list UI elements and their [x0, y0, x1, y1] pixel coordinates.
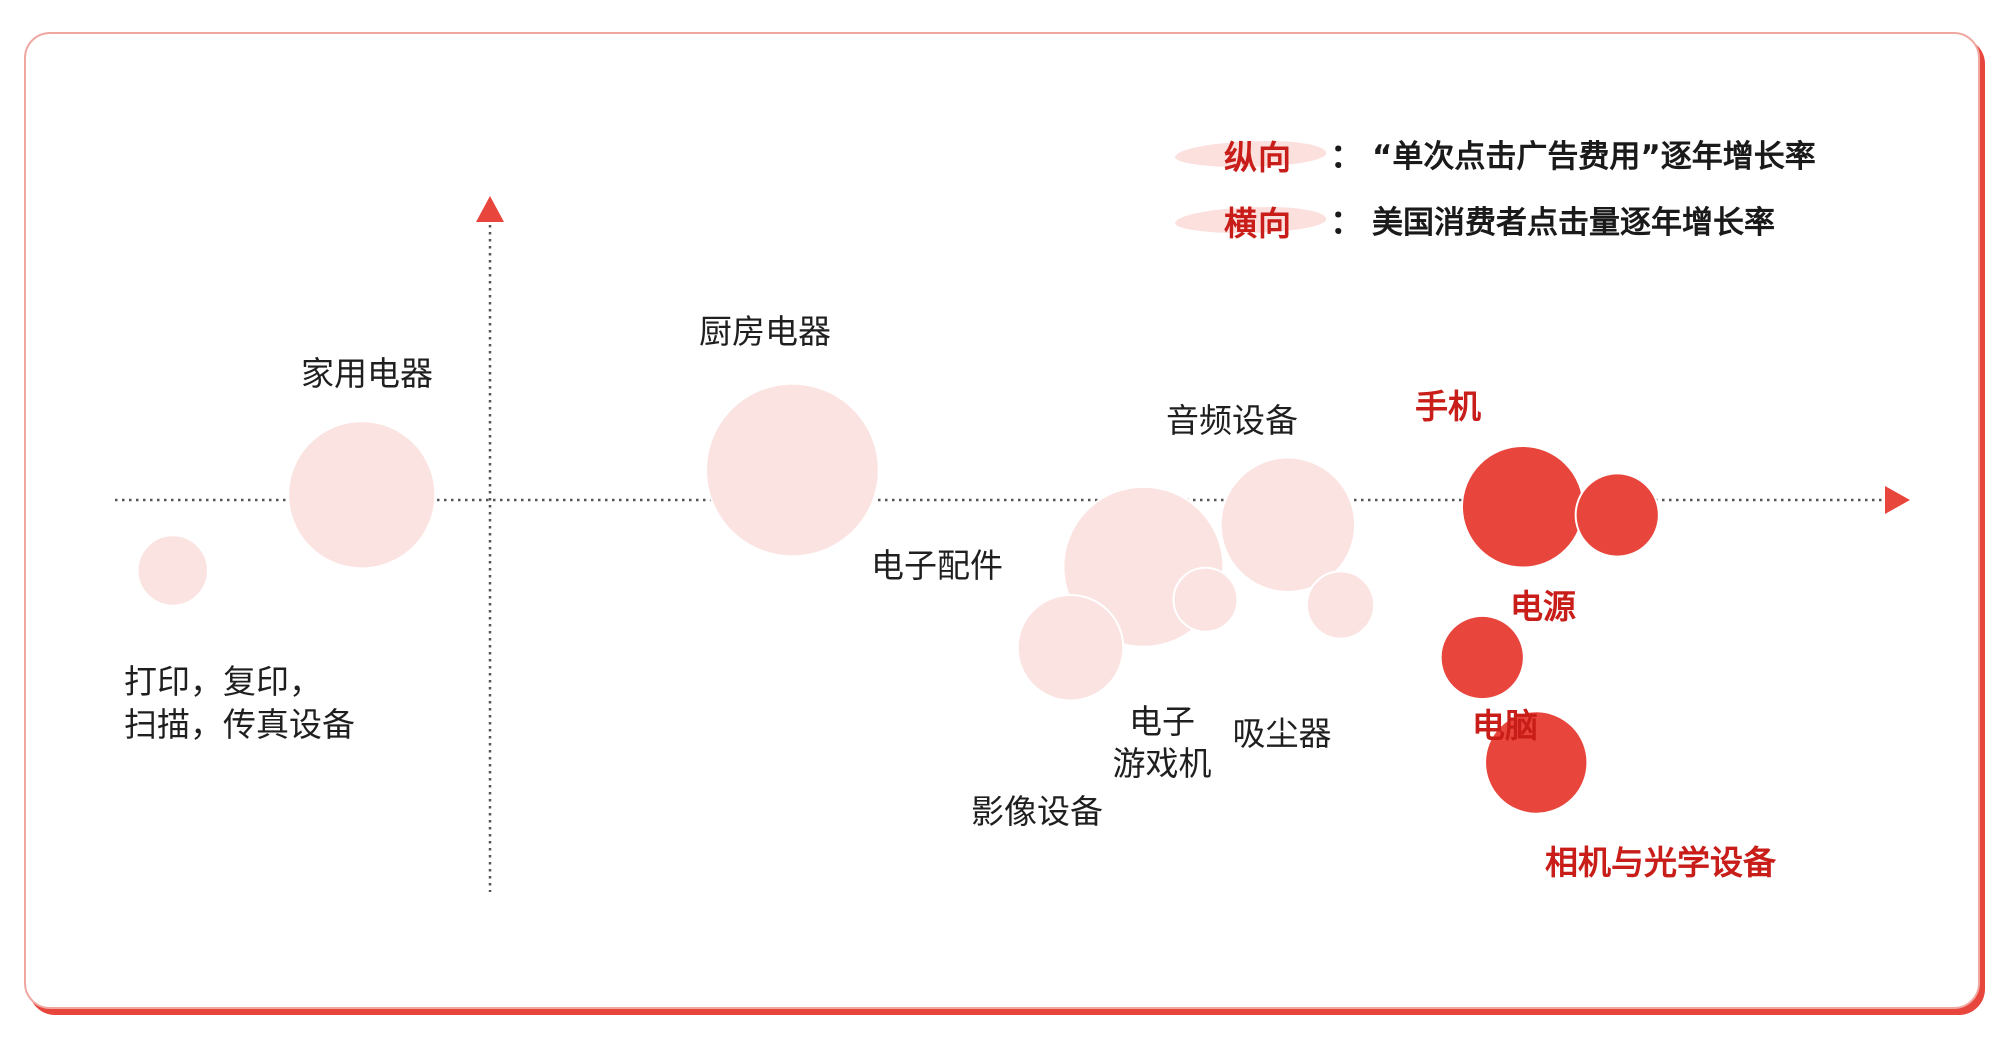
bubble-point: [136, 534, 209, 607]
bubble-label: 扫描，传真设备: [124, 705, 355, 744]
bubble-label: 手机: [1415, 387, 1481, 426]
bubble-point: [1574, 472, 1660, 558]
bubble-point: [1484, 710, 1589, 815]
bubble-label: 相机与光学设备: [1545, 843, 1777, 882]
legend-row-vertical: 纵向 ： “单次点击广告费用”逐年增长率: [1171, 127, 1936, 177]
bubble-label: 电子: [1129, 702, 1195, 741]
bubble-point: [1219, 456, 1357, 593]
bubble-label: 吸尘器: [1233, 714, 1332, 753]
y-axis-arrow-icon: [476, 196, 504, 222]
bubble-point: [287, 420, 437, 570]
bubble-point: [1460, 444, 1585, 569]
legend-key-horizontal: 横向: [1224, 204, 1292, 243]
bubble-label: 打印，复印，: [124, 662, 322, 701]
legend-text-horizontal: 美国消费者点击量逐年增长率: [1372, 205, 1775, 241]
legend-key-vertical: 纵向: [1224, 138, 1292, 177]
legend: 纵向 ： “单次点击广告费用”逐年增长率 横向 ： 美国消费者点击量逐年增长率: [1171, 127, 1936, 257]
legend-text-vertical: “单次点击广告费用”逐年增长率: [1372, 139, 1816, 175]
bubble-label: 游戏机: [1113, 744, 1212, 783]
bubble-point: [1439, 614, 1525, 701]
bubble-point: [1016, 593, 1125, 702]
bubble-label: 影像设备: [971, 792, 1103, 831]
bubble-point: [1172, 566, 1239, 633]
bubble-label: 家用电器: [301, 354, 433, 393]
bubble-label: 电脑: [1472, 706, 1538, 745]
legend-row-horizontal: 横向 ： 美国消费者点击量逐年增长率: [1171, 193, 1936, 243]
x-axis-arrow-icon: [1885, 486, 1910, 514]
bubble-label: 电源: [1510, 587, 1576, 626]
bubble-label: 音频设备: [1166, 401, 1298, 440]
legend-colon: ：: [1330, 202, 1363, 241]
bubbles: [136, 382, 1660, 815]
bubble-point: [1305, 570, 1376, 640]
bubble-label: 厨房电器: [699, 312, 831, 351]
bubble-label: 电子配件: [871, 546, 1003, 585]
legend-colon: ：: [1330, 136, 1363, 175]
bubble-point: [705, 382, 880, 558]
